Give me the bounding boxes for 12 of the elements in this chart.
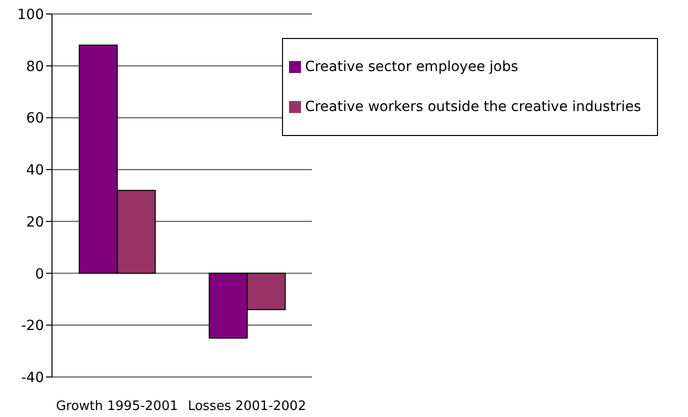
y-tick-label: 20 [26,214,44,230]
y-tick-label: 60 [26,110,44,127]
y-tick-label: 40 [26,162,44,179]
legend-label: Creative workers outside the creative industries [304,99,641,115]
y-tick-label: 0 [35,266,44,282]
y-tick-label: -20 [21,318,44,334]
y-tick-label: 100 [17,6,44,23]
y-tick-label: 80 [26,58,44,75]
legend-label: Creative sector employee jobs [304,59,518,75]
x-tick-label: Growth 1995-2001 [56,399,178,414]
x-tick-label: Losses 2001-2002 [188,399,306,414]
y-tick-label: -40 [21,370,44,386]
